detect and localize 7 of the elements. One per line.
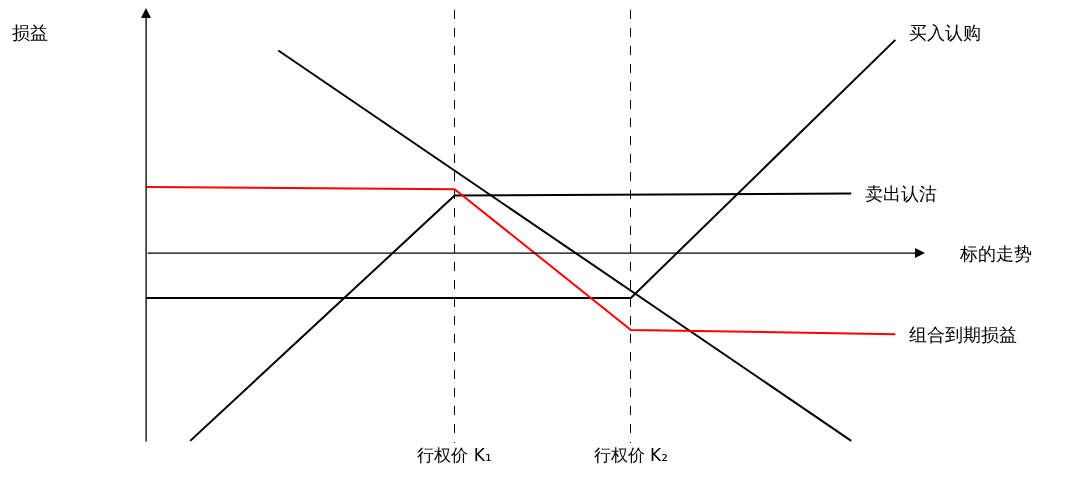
series-label: 买入认购 [909, 22, 981, 43]
text: 损益 [12, 22, 48, 43]
x-tick-label: 行权价 K₁ [417, 445, 492, 465]
ref-line-label: 标的走势 [959, 243, 1032, 264]
x-tick-label: 行权价 K₂ [593, 445, 669, 465]
series-label: 组合到期损益 [909, 324, 1017, 345]
series-label: 卖出认沽 [865, 183, 937, 204]
